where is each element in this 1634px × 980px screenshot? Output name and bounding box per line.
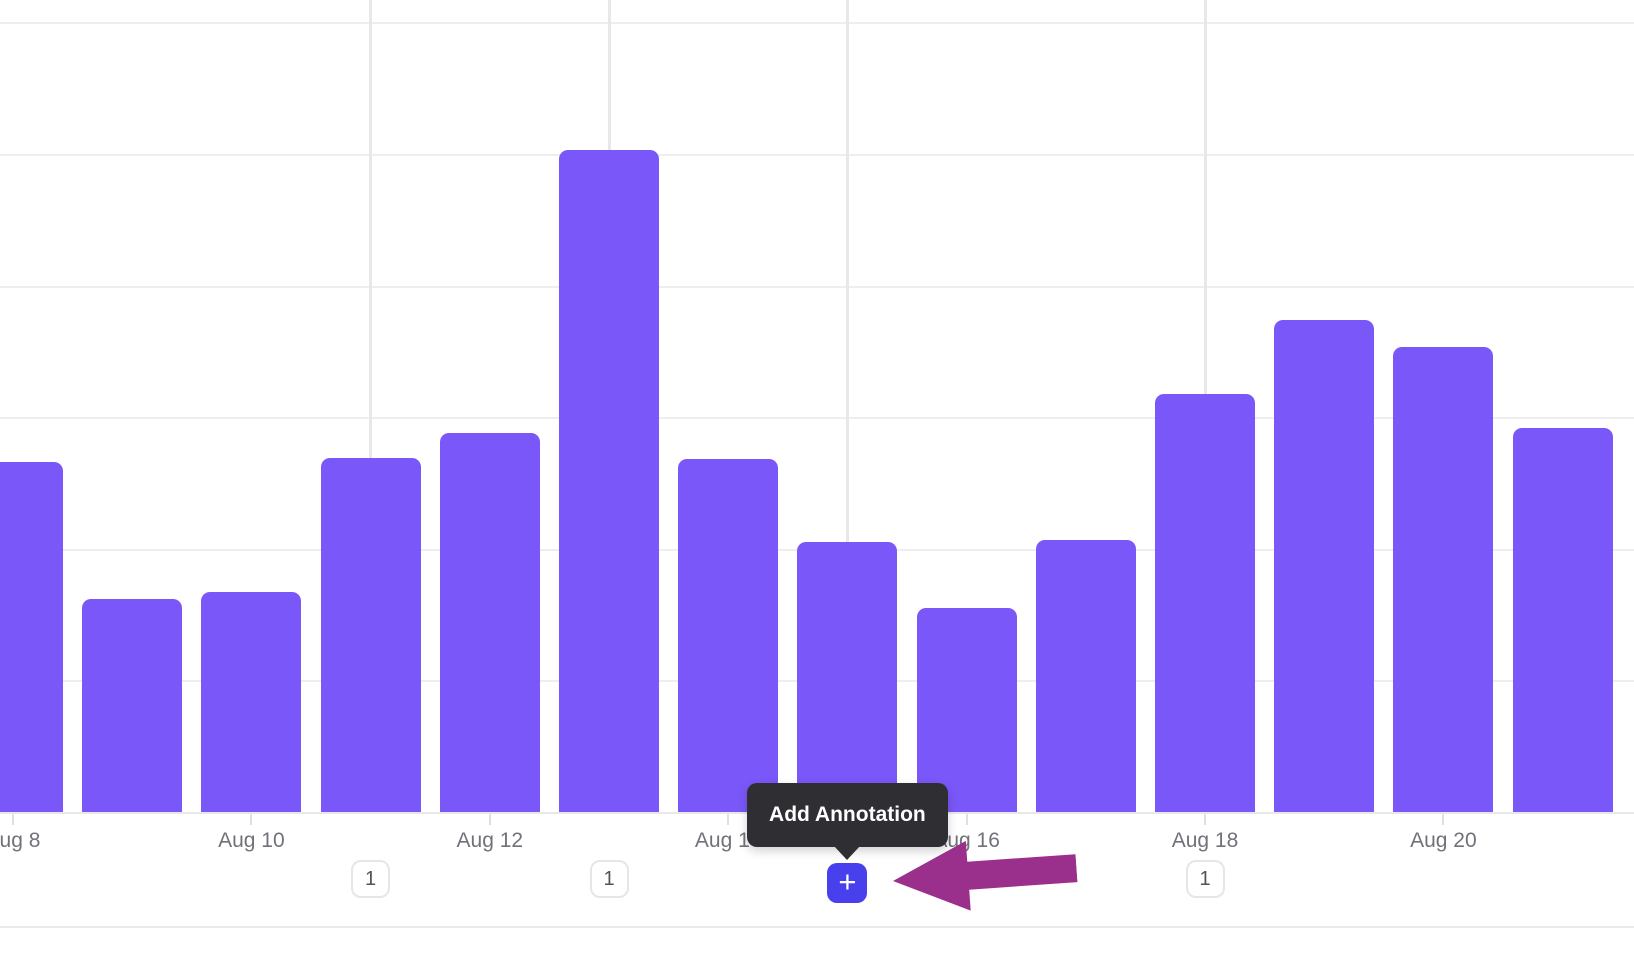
annotation-badge-aug-11[interactable]: 1 xyxy=(351,860,391,898)
x-tick xyxy=(12,814,14,825)
bar-aug-11[interactable] xyxy=(320,457,421,812)
add-annotation-button[interactable]: + xyxy=(827,863,868,903)
bar-aug-15[interactable] xyxy=(797,542,898,812)
bottom-divider xyxy=(0,926,1634,928)
bar-aug-13[interactable] xyxy=(559,150,659,812)
annotation-line-aug-11 xyxy=(369,0,373,812)
x-tick xyxy=(488,814,491,825)
gridline xyxy=(0,417,1634,420)
x-label-aug-14: Aug 14 xyxy=(694,829,762,852)
x-label-aug-12: Aug 12 xyxy=(456,829,524,852)
gridline xyxy=(0,285,1634,288)
annotation-line-aug-15 xyxy=(845,0,849,812)
gridline xyxy=(0,22,1634,25)
x-label-aug-18: Aug 18 xyxy=(1171,829,1239,852)
annotation-badge-aug-18[interactable]: 1 xyxy=(1185,860,1225,898)
x-tick xyxy=(965,814,968,825)
x-label-aug-16: Aug 16 xyxy=(933,829,1000,852)
tooltip-label: Add Annotation xyxy=(769,803,926,826)
x-tick xyxy=(250,814,253,825)
bar-aug-16[interactable] xyxy=(916,608,1017,812)
bar-aug-21[interactable] xyxy=(1512,427,1613,812)
plus-icon: + xyxy=(838,864,857,899)
bar-aug-19[interactable] xyxy=(1274,319,1375,812)
bar-aug-17[interactable] xyxy=(1035,539,1136,812)
bar-aug-8[interactable] xyxy=(0,461,63,812)
gridline xyxy=(0,154,1634,156)
bar-aug-18[interactable] xyxy=(1155,393,1255,812)
x-label-aug-8: Aug 8 xyxy=(0,829,41,852)
x-label-aug-20: Aug 20 xyxy=(1410,829,1477,852)
bar-aug-20[interactable] xyxy=(1393,347,1494,812)
tooltip-pointer xyxy=(834,846,861,860)
x-tick xyxy=(1204,814,1206,825)
bar-aug-9[interactable] xyxy=(82,598,183,812)
bar-aug-12[interactable] xyxy=(439,432,540,812)
bar-aug-10[interactable] xyxy=(201,592,302,812)
x-tick xyxy=(1442,814,1445,825)
annotation-badge-aug-13[interactable]: 1 xyxy=(589,860,629,898)
x-label-aug-10: Aug 10 xyxy=(218,829,285,852)
add-annotation-tooltip: Add Annotation xyxy=(746,783,948,860)
x-tick xyxy=(727,814,730,825)
bar-aug-14[interactable] xyxy=(678,459,779,812)
